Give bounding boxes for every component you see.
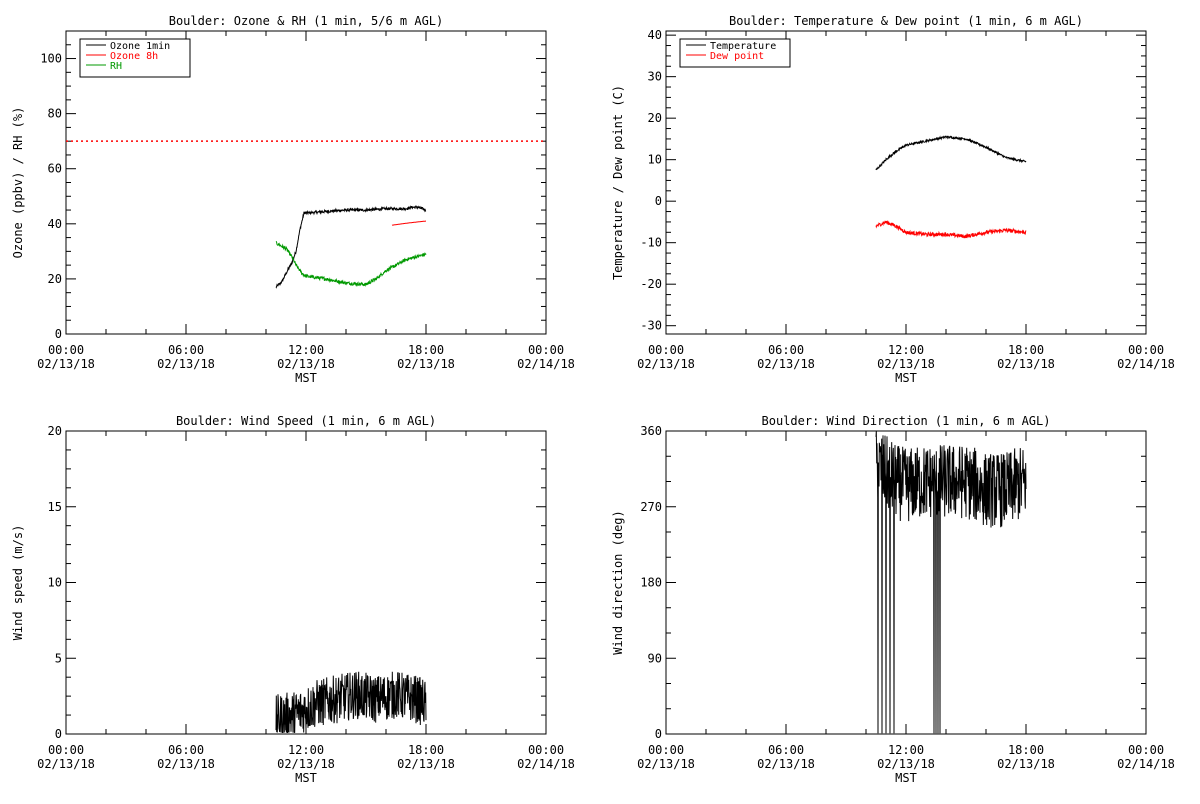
y-tick-label: 5: [55, 651, 62, 665]
legend-entry: Temperature: [710, 41, 776, 52]
series-line-temperature: [875, 135, 1027, 171]
legend-entry: RH: [110, 61, 122, 72]
x-tick-label-time: 12:00: [288, 343, 324, 357]
x-tick-label-date: 02/13/18: [637, 357, 695, 371]
x-tick-label-time: 00:00: [48, 343, 84, 357]
y-tick-label: 40: [648, 28, 662, 42]
x-tick-label-date: 02/14/18: [1117, 357, 1175, 371]
y-axis-label: Temperature / Dew point (C): [611, 85, 625, 280]
y-tick-label: 0: [55, 327, 62, 341]
y-tick-label: 10: [48, 576, 62, 590]
panel-temperature: Boulder: Temperature & Dew point (1 min,…: [611, 14, 1175, 385]
legend-box: [679, 38, 791, 68]
y-tick-label: 10: [648, 153, 662, 167]
y-tick-label: 20: [48, 424, 62, 438]
y-tick-label: -10: [640, 236, 662, 250]
x-axis-label: MST: [295, 771, 317, 785]
y-axis-label: Ozone (ppbv) / RH (%): [11, 107, 25, 259]
y-tick-label: 40: [48, 217, 62, 231]
x-tick-label-date: 02/13/18: [397, 757, 455, 771]
x-tick-label-time: 00:00: [528, 743, 564, 757]
y-tick-label: 20: [648, 111, 662, 125]
series-line-ozone-8h: [391, 220, 426, 226]
x-tick-label-date: 02/14/18: [1117, 757, 1175, 771]
y-tick-label: 15: [48, 500, 62, 514]
x-tick-label-date: 02/13/18: [637, 757, 695, 771]
legend-entry: Ozone 8h: [110, 51, 158, 62]
y-tick-label: 0: [55, 727, 62, 741]
chart-title: Boulder: Wind Direction (1 min, 6 m AGL): [762, 414, 1051, 428]
x-tick-label-time: 06:00: [768, 743, 804, 757]
chart-title: Boulder: Temperature & Dew point (1 min,…: [729, 14, 1083, 28]
y-tick-label: 270: [640, 500, 662, 514]
series-line-rh: [275, 240, 427, 288]
x-tick-label-time: 18:00: [408, 743, 444, 757]
x-tick-label-date: 02/13/18: [997, 357, 1055, 371]
x-tick-label-time: 18:00: [1008, 743, 1044, 757]
x-tick-label-time: 06:00: [168, 743, 204, 757]
x-tick-label-date: 02/13/18: [877, 757, 935, 771]
y-tick-label: -20: [640, 277, 662, 291]
x-tick-label-date: 02/13/18: [37, 357, 95, 371]
x-axis-label: MST: [895, 771, 917, 785]
panel-ozone: Boulder: Ozone & RH (1 min, 5/6 m AGL)00…: [11, 14, 575, 385]
y-tick-label: 0: [655, 194, 662, 208]
chart-title: Boulder: Ozone & RH (1 min, 5/6 m AGL): [169, 14, 444, 28]
x-tick-label-time: 06:00: [768, 343, 804, 357]
x-tick-label-time: 18:00: [408, 343, 444, 357]
x-tick-label-date: 02/13/18: [997, 757, 1055, 771]
x-axis-label: MST: [295, 371, 317, 385]
x-tick-label-date: 02/13/18: [277, 757, 335, 771]
series-line-ozone-1min: [275, 205, 427, 289]
y-tick-label: -30: [640, 319, 662, 333]
x-tick-label-time: 00:00: [48, 743, 84, 757]
x-tick-label-time: 00:00: [648, 743, 684, 757]
x-tick-label-time: 00:00: [648, 343, 684, 357]
y-tick-label: 20: [48, 272, 62, 286]
x-tick-label-time: 12:00: [288, 743, 324, 757]
x-tick-label-time: 00:00: [1128, 743, 1164, 757]
legend-entry: Ozone 1min: [110, 41, 170, 52]
y-axis-label: Wind direction (deg): [611, 510, 625, 655]
y-tick-label: 60: [48, 162, 62, 176]
series-line-windspeed: [275, 671, 427, 734]
chart-title: Boulder: Wind Speed (1 min, 6 m AGL): [176, 414, 436, 428]
x-tick-label-date: 02/13/18: [757, 757, 815, 771]
x-tick-label-time: 00:00: [528, 343, 564, 357]
y-tick-label: 90: [648, 651, 662, 665]
x-tick-label-date: 02/13/18: [397, 357, 455, 371]
y-tick-label: 100: [40, 52, 62, 66]
x-tick-label-date: 02/13/18: [277, 357, 335, 371]
y-tick-label: 80: [48, 107, 62, 121]
x-tick-label-date: 02/14/18: [517, 357, 575, 371]
y-tick-label: 0: [655, 727, 662, 741]
panel-winddir: Boulder: Wind Direction (1 min, 6 m AGL)…: [611, 414, 1175, 785]
x-tick-label-date: 02/13/18: [157, 757, 215, 771]
x-tick-label-time: 12:00: [888, 743, 924, 757]
y-tick-label: 180: [640, 576, 662, 590]
x-tick-label-date: 02/13/18: [37, 757, 95, 771]
legend-box: [79, 38, 191, 78]
y-tick-label: 360: [640, 424, 662, 438]
x-tick-label-time: 00:00: [1128, 343, 1164, 357]
x-tick-label-time: 06:00: [168, 343, 204, 357]
panel-windspeed: Boulder: Wind Speed (1 min, 6 m AGL) 00:0…: [11, 414, 575, 785]
x-tick-label-date: 02/13/18: [157, 357, 215, 371]
x-tick-label-date: 02/13/18: [757, 357, 815, 371]
x-tick-label-time: 18:00: [1008, 343, 1044, 357]
y-tick-label: 30: [648, 70, 662, 84]
x-axis-label: MST: [895, 371, 917, 385]
x-tick-label-time: 12:00: [888, 343, 924, 357]
legend-entry: Dew point: [710, 51, 764, 62]
series-line-winddir: [875, 430, 1027, 734]
x-tick-label-date: 02/13/18: [877, 357, 935, 371]
series-line-dew-point: [875, 220, 1027, 239]
x-tick-label-date: 02/14/18: [517, 757, 575, 771]
y-axis-label: Wind speed (m/s): [11, 525, 25, 641]
